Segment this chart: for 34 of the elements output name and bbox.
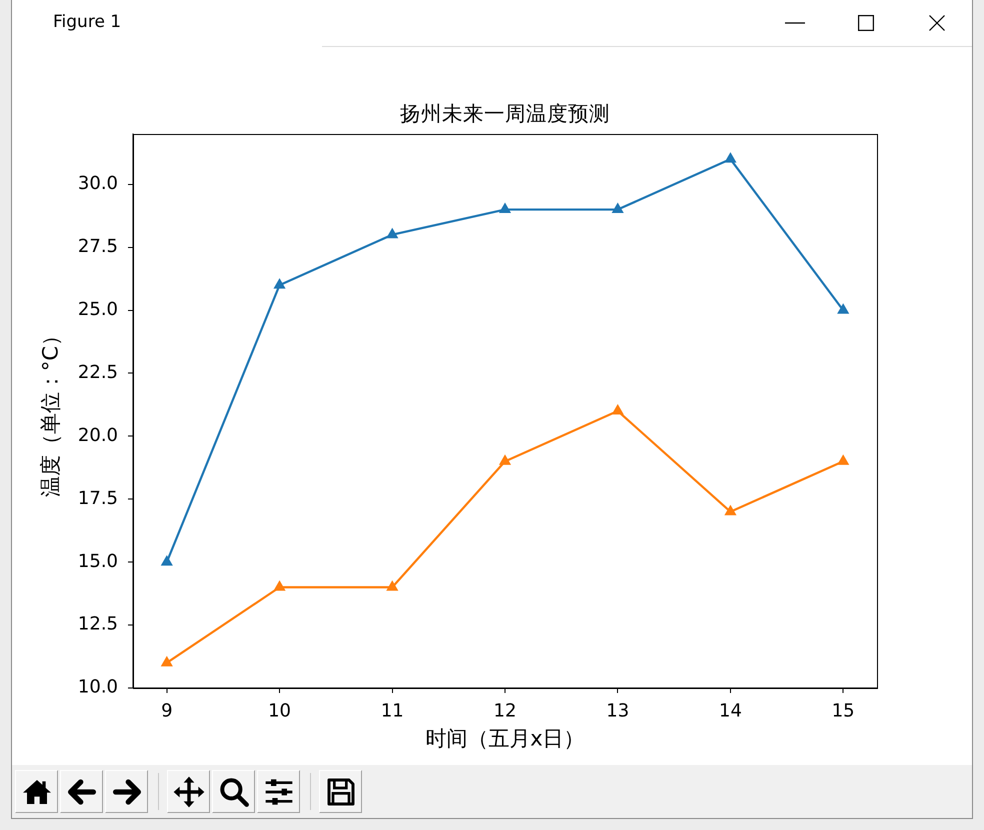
- y-tick-label: 27.5: [78, 236, 118, 257]
- point: [386, 228, 398, 238]
- point: [274, 278, 286, 289]
- point: [837, 304, 849, 314]
- caption: Figure 1: [53, 12, 122, 32]
- point: [161, 656, 173, 666]
- point: [274, 580, 286, 591]
- x-tick-label: 13: [606, 700, 630, 722]
- y-tick-label: 30.0: [78, 173, 118, 194]
- point: [386, 580, 398, 591]
- point: [499, 203, 511, 214]
- y-tick-label: 17.5: [78, 488, 118, 509]
- point: [612, 404, 624, 414]
- y-tick-label: 25.0: [78, 298, 118, 320]
- y-tick-label: 12.5: [78, 614, 118, 635]
- point: [612, 203, 624, 214]
- x-tick-label: 10: [268, 700, 291, 722]
- point: [499, 454, 511, 465]
- point: [724, 152, 736, 163]
- y-axis-title: 温度（单位：°C）: [38, 324, 62, 498]
- y-tick-label: 15.0: [78, 550, 118, 572]
- x-tick-label: 12: [494, 700, 516, 722]
- point: [724, 505, 736, 516]
- point: [837, 454, 849, 465]
- y-tick-label: 22.5: [78, 362, 118, 383]
- chart-title: 扬州未来一周温度预测: [400, 101, 610, 126]
- point: [161, 556, 173, 566]
- y-tick-label: 20.0: [78, 424, 118, 446]
- x-tick-label: 9: [161, 700, 173, 722]
- x-tick-label: 14: [719, 700, 742, 722]
- x-axis-title: 时间（五月x日）: [425, 726, 585, 750]
- y-tick-label: 10.0: [78, 676, 118, 698]
- x-tick-label: 11: [380, 700, 404, 722]
- x-tick-label: 15: [832, 700, 855, 722]
